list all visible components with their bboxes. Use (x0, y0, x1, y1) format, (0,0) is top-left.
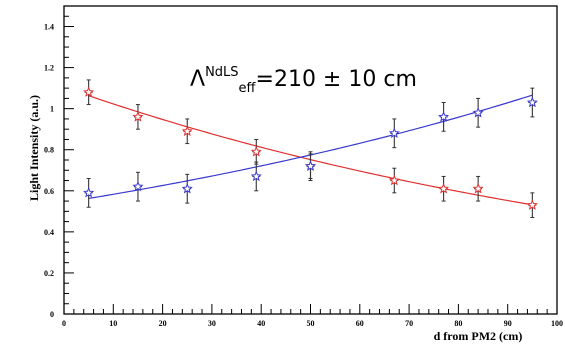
data-point (388, 118, 400, 149)
x-tick-label: 100 (551, 319, 563, 328)
data-point (83, 177, 95, 208)
x-tick-label: 70 (405, 319, 413, 328)
fit-curve-1 (88, 95, 533, 206)
data-point (526, 192, 538, 218)
x-tick-label: 30 (208, 319, 216, 328)
star-marker-series-1 (438, 182, 450, 194)
star-marker-series-2 (438, 111, 450, 122)
x-tick-label: 0 (62, 319, 66, 328)
star-marker-series-2 (181, 182, 193, 194)
y-tick-label: 0.8 (44, 146, 54, 155)
data-point (472, 175, 484, 202)
x-tick-label: 60 (356, 319, 364, 328)
star-marker-series-1 (388, 174, 400, 186)
x-tick-label: 10 (109, 319, 117, 328)
data-point (250, 138, 262, 165)
data-point (438, 175, 450, 202)
annotation-superscript: NdLS (205, 65, 238, 80)
data-points (83, 79, 538, 218)
star-marker-series-2 (83, 187, 95, 198)
x-axis-title: d from PM2 (cm) (434, 329, 523, 343)
y-axis-title: Light Intensity (a.u.) (27, 95, 41, 201)
data-point (526, 87, 538, 118)
y-axis-ticks: 0 0.2 0.4 0.6 0.8 1 1.2 1.4 (44, 5, 74, 319)
x-tick-label: 50 (307, 319, 315, 328)
data-point (132, 171, 144, 202)
y-tick-label: 1.4 (44, 23, 54, 32)
star-marker-series-2 (132, 180, 144, 192)
y-tick-label: 0.4 (44, 228, 54, 237)
annotation-subscript: eff (239, 81, 257, 96)
fit-curves (88, 94, 533, 206)
data-point (472, 97, 484, 128)
star-marker-series-1 (181, 125, 193, 136)
data-point (83, 79, 95, 106)
star-marker-series-2 (472, 106, 484, 118)
star-marker-series-2 (250, 170, 262, 182)
x-tick-label: 40 (257, 319, 265, 328)
x-tick-label: 20 (159, 319, 167, 328)
x-axis-ticks: 0 10 20 30 40 50 60 70 80 90 100 (62, 304, 563, 328)
star-marker-series-2 (526, 96, 538, 108)
y-tick-label: 0 (50, 310, 54, 319)
data-point (250, 161, 262, 192)
y-tick-label: 1 (50, 105, 54, 114)
star-marker-series-2 (388, 127, 400, 139)
star-marker-series-1 (250, 145, 262, 157)
annotation-symbol: Λ (190, 67, 205, 92)
data-point (132, 104, 144, 130)
y-tick-label: 0.2 (44, 269, 54, 278)
data-point (388, 167, 400, 194)
y-tick-label: 1.2 (44, 64, 54, 73)
data-point (181, 173, 193, 204)
data-point (438, 102, 450, 132)
y-tick-label: 0.6 (44, 187, 54, 196)
x-tick-label: 80 (454, 319, 462, 328)
data-point (181, 118, 193, 145)
data-point (304, 151, 317, 182)
annotation-value: =210 ± 10 cm (256, 67, 417, 92)
fit-curve-2 (88, 94, 533, 200)
star-marker-series-1 (83, 86, 95, 97)
star-marker-series-1 (526, 199, 538, 210)
star-marker-series-1 (472, 182, 484, 194)
star-marker-series-1 (132, 111, 144, 122)
star-marker-series-2 (304, 160, 317, 171)
attenuation-length-annotation: ΛNdLSeff=210 ± 10 cm (190, 65, 417, 96)
x-tick-label: 90 (504, 319, 512, 328)
